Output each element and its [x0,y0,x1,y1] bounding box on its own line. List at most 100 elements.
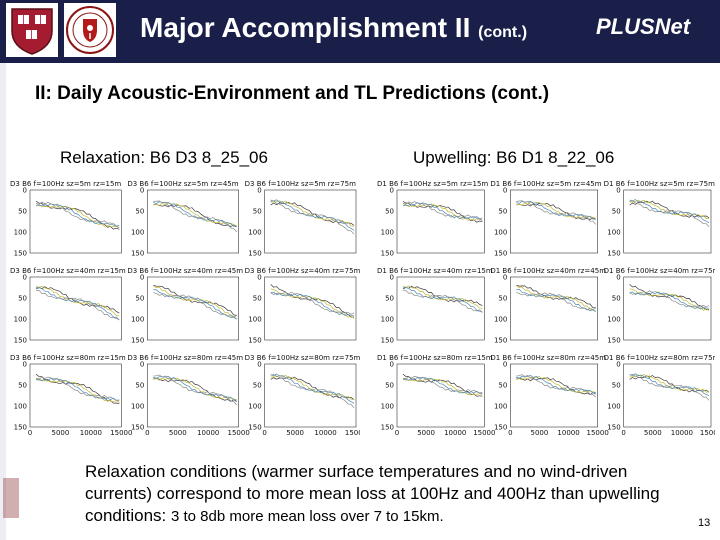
y-tick-label: 150 [381,250,394,258]
y-tick-label: 50 [253,208,262,216]
y-tick-label: 0 [390,361,394,369]
subplot-title: D3 B6 f=100Hz sz=80m rz=15m [10,354,126,362]
tl-curve [35,376,120,402]
x-tick-label: 0 [145,429,149,437]
slide-title: Major Accomplishment II (cont.) [140,12,527,44]
y-tick-label: 50 [385,382,394,390]
subplot-title: D3 B6 f=100Hz sz=5m rz=45m [127,180,238,188]
x-tick-label: 5000 [169,429,187,437]
y-tick-label: 150 [607,424,620,432]
y-tick-label: 50 [612,208,621,216]
subplot-title: D3 B6 f=100Hz sz=40m rz=45m [127,267,243,275]
y-tick-label: 50 [612,382,621,390]
y-tick-label: 150 [14,250,27,258]
y-tick-label: 0 [390,274,394,282]
x-tick-label: 10000 [80,429,102,437]
y-tick-label: 0 [257,361,261,369]
tl-curve [153,203,237,228]
y-tick-label: 100 [131,229,144,237]
subplot-axes [264,363,357,428]
tl-curve [629,373,710,401]
y-tick-label: 100 [381,316,394,324]
y-tick-label: 50 [253,382,262,390]
y-tick-label: 100 [494,403,507,411]
y-tick-label: 0 [503,274,507,282]
slide-header: Major Accomplishment II (cont.) PLUSNet [0,0,720,63]
relaxation-panel-title: Relaxation: B6 D3 8_25_06 [60,148,268,167]
corner-watermark [3,478,19,518]
subplot-axes [623,276,712,341]
tl-curve [153,285,237,319]
upwelling-panel-title: Upwelling: B6 D1 8_22_06 [413,148,615,167]
subplot-title: D1 B6 f=100Hz sz=80m rz=15m [377,354,493,362]
x-tick-label: 15000 [110,429,132,437]
tl-curve [402,377,483,396]
y-tick-label: 100 [248,403,261,411]
tl-curve [629,200,710,227]
relaxation-plot-grid: D3 B6 f=100Hz sz=5m rz=15m 0 50 100 150 D3 B6… [8,178,367,440]
page-number: 13 [698,517,711,529]
y-tick-label: 100 [494,316,507,324]
summary-main: Relaxation conditions (warmer surface te… [85,462,660,525]
tl-curve [516,201,596,220]
x-tick-label: 10000 [314,429,336,437]
y-tick-label: 150 [494,424,507,432]
tl-curve [153,377,237,402]
y-tick-label: 0 [140,187,144,195]
subplot-axes [147,276,239,341]
tl-curve [516,284,596,309]
y-tick-label: 100 [248,229,261,237]
x-tick-label: 5000 [531,429,549,437]
y-tick-label: 50 [498,295,507,303]
slide-subtitle: II: Daily Acoustic-Environment and TL Pr… [35,83,550,104]
subplot-title: D1 B6 f=100Hz sz=5m rz=45m [490,180,601,188]
y-tick-label: 150 [381,424,394,432]
y-tick-label: 50 [18,208,27,216]
subplot-title: D1 B6 f=100Hz sz=40m rz=75m [604,267,715,275]
tl-curve [153,200,237,233]
subplot-axes [396,189,485,254]
subplot-axes [510,363,598,428]
slide-title-text: Major Accomplishment II [140,12,471,43]
tl-curve [270,199,355,231]
y-tick-label: 150 [381,337,394,345]
y-tick-label: 150 [248,250,261,258]
y-tick-label: 100 [494,229,507,237]
subplot-title: D3 B6 f=100Hz sz=80m rz=45m [127,354,243,362]
y-tick-label: 150 [494,337,507,345]
y-tick-label: 0 [503,187,507,195]
harvard-shield-logo [6,3,58,57]
y-tick-label: 50 [135,295,144,303]
y-tick-label: 150 [248,337,261,345]
subplot-title: D1 B6 f=100Hz sz=80m rz=75m [604,354,715,362]
y-tick-label: 50 [18,382,27,390]
tl-curve [402,201,483,221]
y-tick-label: 100 [607,403,620,411]
subplot-title: D1 B6 f=100Hz sz=40m rz=15m [377,267,493,275]
subplot-axes [623,189,712,254]
y-tick-label: 50 [498,208,507,216]
x-tick-label: 15000 [228,429,250,437]
y-tick-label: 150 [248,424,261,432]
tl-curve [270,291,355,317]
x-tick-label: 10000 [197,429,219,437]
tl-curve [516,292,596,311]
tl-curve [270,291,355,315]
y-tick-label: 0 [23,187,27,195]
x-tick-label: 0 [262,429,266,437]
subplot-title: D1 B6 f=100Hz sz=5m rz=75m [604,180,715,188]
y-tick-label: 50 [612,295,621,303]
y-tick-label: 50 [385,295,394,303]
y-tick-label: 0 [616,187,620,195]
y-tick-label: 0 [140,361,144,369]
x-tick-label: 0 [508,429,512,437]
y-tick-label: 100 [381,229,394,237]
